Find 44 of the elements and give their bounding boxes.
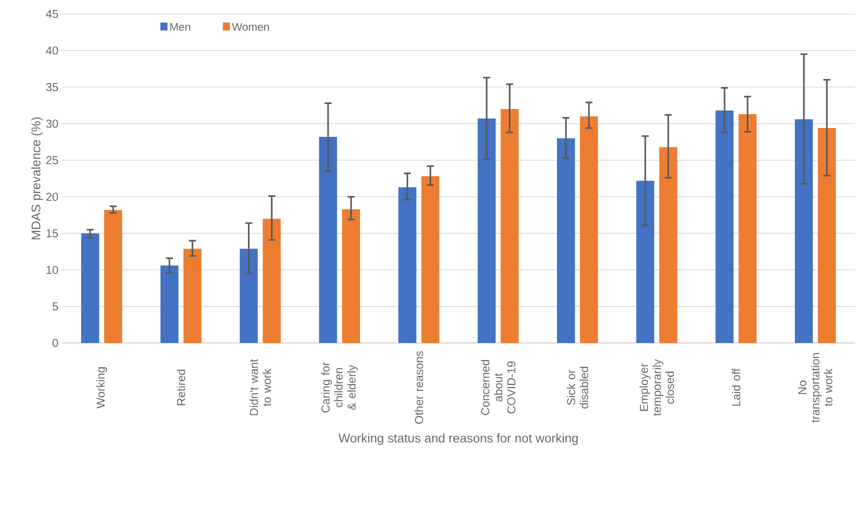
bar — [636, 180, 654, 343]
bar — [319, 136, 338, 343]
bar — [794, 119, 813, 343]
bar — [240, 248, 258, 343]
bar — [738, 114, 757, 343]
bar — [421, 176, 440, 343]
y-tick-label: 20 — [46, 192, 58, 201]
bar — [262, 218, 281, 343]
bar — [183, 248, 202, 343]
x-tick-label: Working — [96, 367, 108, 408]
bar — [818, 128, 836, 343]
bar — [81, 233, 100, 343]
bar — [580, 116, 598, 343]
y-tick-label: 0 — [52, 338, 58, 348]
y-tick-label: 35 — [46, 83, 58, 92]
x-tick-label: Concerned about COVID-19 — [480, 360, 516, 416]
x-tick-label: No transportation to work — [798, 353, 832, 423]
x-tick-label: Didn't want to work — [250, 359, 271, 416]
y-tick-label: 10 — [46, 266, 58, 274]
x-tick-label: Sick or disabled — [566, 366, 588, 408]
y-tick-label: 25 — [46, 156, 58, 164]
y-tick-label: 5 — [52, 302, 58, 310]
x-tick-label: Caring for children & elderly — [321, 362, 358, 413]
bar — [104, 210, 122, 343]
y-axis-title: MDAS prevalence (%) — [31, 117, 43, 240]
bar — [659, 147, 678, 343]
x-tick-label: Employer temporarily closed — [640, 359, 674, 416]
y-tick-label: 15 — [46, 229, 58, 238]
y-tick-label: 45 — [46, 10, 58, 18]
bar — [398, 187, 416, 343]
bar — [478, 118, 496, 343]
bar — [160, 266, 178, 343]
legend-label: Men — [170, 23, 190, 31]
bar — [556, 138, 575, 343]
x-tick-label: Laid off — [732, 368, 740, 406]
legend-label: Women — [232, 23, 269, 31]
x-axis-title: Working status and reasons for not working — [338, 433, 578, 446]
x-tick-label: Retired — [176, 370, 186, 406]
bar — [716, 110, 734, 343]
bar — [342, 209, 360, 343]
y-tick-label: 40 — [46, 46, 58, 55]
y-tick-label: 30 — [46, 120, 58, 128]
x-tick-label: Other reasons — [414, 351, 424, 424]
bar — [500, 109, 519, 343]
